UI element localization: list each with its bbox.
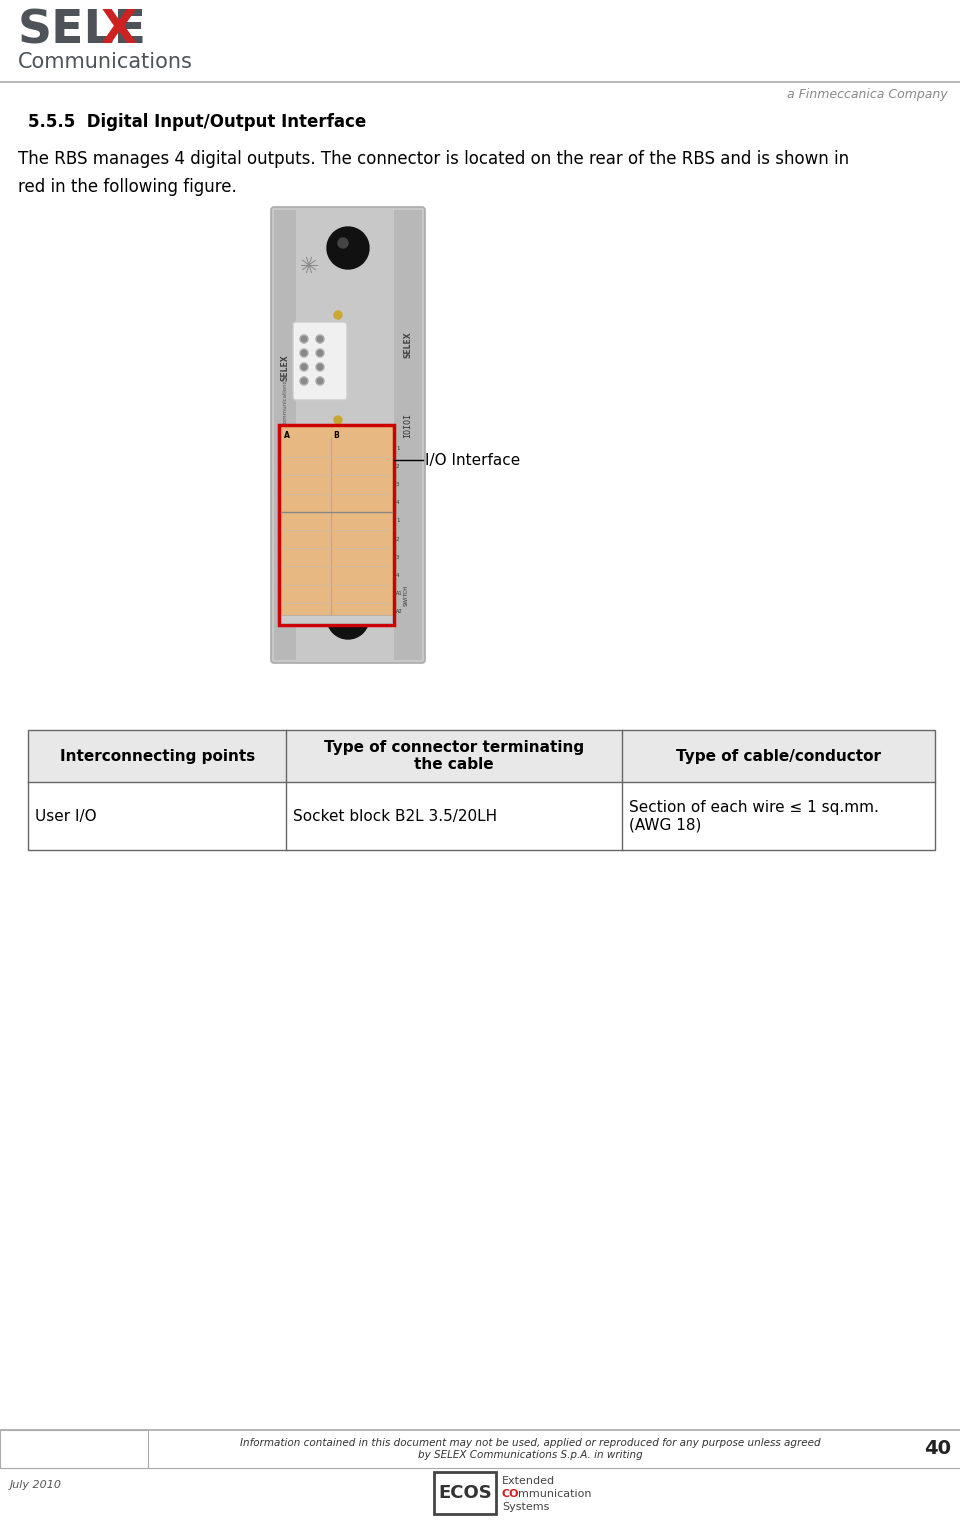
Circle shape <box>318 364 323 369</box>
Text: Communications: Communications <box>18 52 193 72</box>
Circle shape <box>334 416 342 424</box>
Circle shape <box>300 336 308 343</box>
Circle shape <box>316 336 324 343</box>
Text: 40: 40 <box>924 1440 951 1458</box>
Text: 1: 1 <box>396 518 399 523</box>
Text: SELE: SELE <box>18 8 147 53</box>
Text: Type of cable/conductor: Type of cable/conductor <box>676 749 881 764</box>
Circle shape <box>316 349 324 357</box>
Text: 3: 3 <box>396 482 399 486</box>
Text: a Finmeccanica Company: a Finmeccanica Company <box>787 88 948 101</box>
Bar <box>394 210 422 660</box>
Text: A2: A2 <box>396 610 402 615</box>
Bar <box>28 730 286 782</box>
Circle shape <box>327 227 369 268</box>
Circle shape <box>301 337 306 342</box>
Text: Systems: Systems <box>502 1502 549 1511</box>
Text: 2: 2 <box>396 464 399 468</box>
Bar <box>434 1472 496 1514</box>
Text: A1: A1 <box>396 592 402 596</box>
Circle shape <box>300 377 308 384</box>
Circle shape <box>301 378 306 383</box>
Text: 1: 1 <box>396 445 399 450</box>
Bar <box>281 615 392 624</box>
Text: Section of each wire ≤ 1 sq.mm.
(AWG 18): Section of each wire ≤ 1 sq.mm. (AWG 18) <box>629 799 879 833</box>
Text: ECOS: ECOS <box>438 1484 492 1502</box>
Text: Interconnecting points: Interconnecting points <box>60 749 254 764</box>
Circle shape <box>338 608 348 618</box>
Text: Type of connector terminating
the cable: Type of connector terminating the cable <box>324 740 585 772</box>
Bar <box>274 210 296 660</box>
Text: SELEX: SELEX <box>280 354 290 381</box>
FancyBboxPatch shape <box>271 207 425 663</box>
Bar <box>0 1430 148 1469</box>
Circle shape <box>334 311 342 319</box>
Text: Socket block B2L 3.5/20LH: Socket block B2L 3.5/20LH <box>294 808 497 824</box>
Text: User I/O: User I/O <box>35 808 97 824</box>
FancyBboxPatch shape <box>293 322 347 400</box>
Text: IOIOI: IOIOI <box>403 413 413 439</box>
Text: 4: 4 <box>396 573 399 578</box>
Text: B: B <box>333 432 339 441</box>
Text: X: X <box>100 8 136 53</box>
Text: mmunication: mmunication <box>518 1488 591 1499</box>
Text: CO: CO <box>502 1488 519 1499</box>
Text: 2: 2 <box>396 537 399 541</box>
Text: Communications: Communications <box>282 380 287 425</box>
Text: Information contained in this document may not be used, applied or reproduced fo: Information contained in this document m… <box>240 1438 820 1459</box>
Text: SWITCH: SWITCH <box>403 584 409 605</box>
Circle shape <box>301 364 306 369</box>
Text: red in the following figure.: red in the following figure. <box>18 178 237 197</box>
Text: 3: 3 <box>396 555 399 560</box>
Circle shape <box>338 238 348 249</box>
Text: 4: 4 <box>396 500 399 505</box>
Circle shape <box>327 596 369 639</box>
Text: July 2010: July 2010 <box>10 1479 62 1490</box>
Text: A: A <box>284 432 290 441</box>
Text: I/O Interface: I/O Interface <box>425 453 520 468</box>
Text: Extended: Extended <box>502 1476 555 1485</box>
Circle shape <box>300 363 308 371</box>
Bar <box>622 730 935 782</box>
Text: SELEX: SELEX <box>403 332 413 358</box>
Circle shape <box>301 351 306 355</box>
Circle shape <box>318 351 323 355</box>
Text: 5.5.5  Digital Input/Output Interface: 5.5.5 Digital Input/Output Interface <box>28 113 367 131</box>
Text: The RBS manages 4 digital outputs. The connector is located on the rear of the R: The RBS manages 4 digital outputs. The c… <box>18 149 850 168</box>
Circle shape <box>316 377 324 384</box>
Circle shape <box>318 337 323 342</box>
Text: SELEX Communications: SELEX Communications <box>8 1444 132 1453</box>
Bar <box>279 425 394 625</box>
Circle shape <box>316 363 324 371</box>
Bar <box>286 730 622 782</box>
Circle shape <box>318 378 323 383</box>
Circle shape <box>300 349 308 357</box>
Bar <box>28 730 935 849</box>
